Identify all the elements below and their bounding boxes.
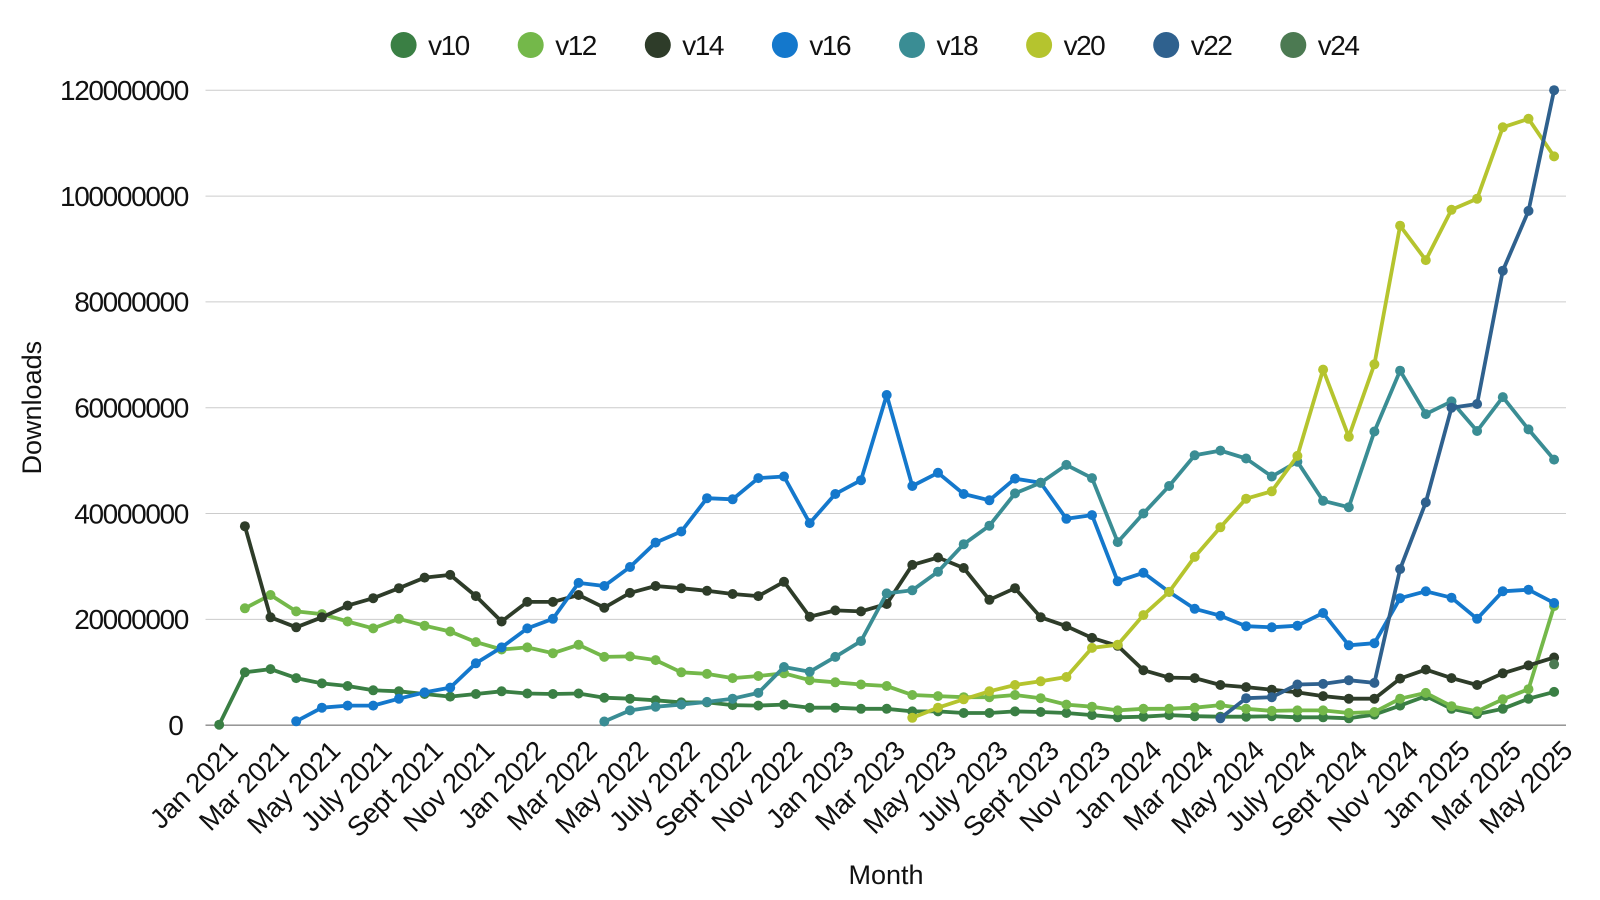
svg-text:40000000: 40000000 bbox=[74, 498, 189, 529]
svg-text:v10: v10 bbox=[428, 30, 470, 61]
svg-text:v18: v18 bbox=[937, 30, 979, 61]
svg-text:Month: Month bbox=[848, 860, 923, 890]
svg-text:80000000: 80000000 bbox=[74, 287, 189, 318]
svg-text:v24: v24 bbox=[1318, 30, 1360, 61]
svg-text:60000000: 60000000 bbox=[74, 393, 189, 424]
svg-text:100000000: 100000000 bbox=[60, 181, 189, 212]
svg-text:0: 0 bbox=[168, 710, 183, 741]
svg-text:v14: v14 bbox=[682, 30, 724, 61]
svg-text:20000000: 20000000 bbox=[74, 604, 189, 635]
svg-text:Downloads: Downloads bbox=[17, 341, 47, 475]
svg-text:v16: v16 bbox=[809, 30, 851, 61]
svg-text:v22: v22 bbox=[1191, 30, 1233, 61]
svg-text:v20: v20 bbox=[1064, 30, 1106, 61]
svg-text:v12: v12 bbox=[555, 30, 597, 61]
svg-text:120000000: 120000000 bbox=[60, 75, 189, 106]
